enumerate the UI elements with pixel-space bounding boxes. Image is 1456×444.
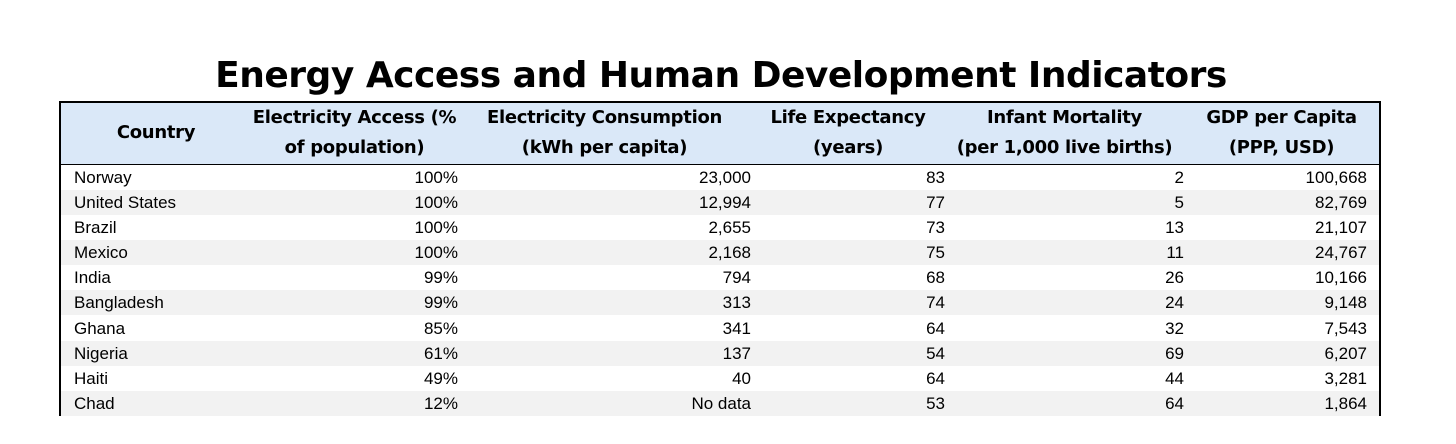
cell-life-expectancy: 75: [926, 242, 945, 262]
cell-life-expectancy: 83: [926, 167, 945, 187]
cell-gdp-per-capita: 6,207: [1324, 343, 1367, 363]
cell-infant-mortality: 24: [1165, 293, 1184, 313]
cell-electricity-access: 100%: [414, 242, 458, 262]
cell-electricity-access: 100%: [414, 167, 458, 187]
cell-electricity-access: 99%: [423, 293, 458, 313]
table-row: Mexico 100% 2,168 75 11 24,767: [61, 239, 1379, 266]
cell-gdp-per-capita: 21,107: [1315, 217, 1367, 237]
cell-electricity-access: 99%: [423, 268, 458, 288]
cell-country: Chad: [74, 394, 115, 414]
header-line: Life Expectancy: [770, 107, 926, 129]
cell-life-expectancy: 54: [926, 343, 945, 363]
cell-electricity-access: 12%: [423, 394, 458, 414]
header-line: Electricity Access (%: [252, 107, 457, 129]
cell-electricity-consumption: 137: [722, 343, 751, 363]
page-title: Energy Access and Human Development Indi…: [215, 55, 1227, 96]
cell-life-expectancy: 64: [926, 368, 945, 388]
cell-country: India: [74, 268, 111, 288]
cell-country: Brazil: [74, 217, 117, 237]
cell-life-expectancy: 77: [926, 192, 945, 212]
table-body: Norway 100% 23,000 83 2 100,668 United States 1…: [61, 164, 1379, 417]
header-electricity-consumption: Electricity Consumption (kWh per capita): [458, 103, 751, 165]
header-line: GDP per Capita: [1206, 107, 1357, 129]
cell-gdp-per-capita: 9,148: [1324, 293, 1367, 313]
cell-electricity-consumption: 341: [722, 318, 751, 338]
table-header: Country Electricity Access (% of populatio…: [61, 103, 1379, 165]
header-infant-mortality: Infant Mortality (per 1,000 live births): [945, 103, 1184, 165]
cell-electricity-access: 100%: [414, 192, 458, 212]
cell-gdp-per-capita: 10,166: [1315, 268, 1367, 288]
table-row: Brazil 100% 2,655 73 13 21,107: [61, 215, 1379, 240]
cell-life-expectancy: 68: [926, 268, 945, 288]
header-life-expectancy: Life Expectancy (years): [751, 103, 945, 165]
cell-country: Ghana: [74, 318, 126, 338]
header-line: Infant Mortality: [987, 107, 1142, 129]
cell-electricity-consumption: 794: [722, 268, 751, 288]
cell-life-expectancy: 53: [926, 394, 945, 414]
header-gdp-per-capita: GDP per Capita (PPP, USD): [1184, 103, 1379, 165]
cell-electricity-access: 85%: [423, 318, 458, 338]
table-row: Nigeria 61% 137 54 69 6,207: [61, 340, 1379, 366]
cell-electricity-consumption: 12,994: [699, 192, 751, 212]
header-line: Electricity Consumption: [486, 107, 723, 129]
cell-electricity-consumption: 2,655: [708, 217, 751, 237]
cell-infant-mortality: 44: [1165, 368, 1184, 388]
cell-electricity-access: 49%: [423, 368, 458, 388]
cell-infant-mortality: 26: [1165, 268, 1184, 288]
cell-country: Haiti: [74, 368, 109, 388]
table-row: United States 100% 12,994 77 5 82,769: [61, 189, 1379, 215]
cell-country: Nigeria: [74, 343, 128, 363]
cell-electricity-access: 61%: [423, 343, 458, 363]
cell-electricity-access: 100%: [414, 217, 458, 237]
cell-life-expectancy: 64: [926, 318, 945, 338]
cell-gdp-per-capita: 24,767: [1315, 242, 1367, 262]
cell-life-expectancy: 73: [926, 217, 945, 237]
header-line: of population): [284, 137, 425, 159]
cell-electricity-consumption: 313: [722, 293, 751, 313]
cell-electricity-consumption: 23,000: [699, 167, 751, 187]
cell-gdp-per-capita: 1,864: [1324, 394, 1367, 414]
table-row: Haiti 49% 40 64 44 3,281: [61, 366, 1379, 391]
cell-infant-mortality: 64: [1165, 394, 1184, 414]
cell-infant-mortality: 32: [1165, 318, 1184, 338]
cell-infant-mortality: 11: [1166, 242, 1184, 262]
table-row: India 99% 794 68 26 10,166: [61, 265, 1379, 290]
cell-country: Bangladesh: [74, 293, 164, 313]
cell-country: Norway: [74, 167, 132, 187]
cell-electricity-consumption: 2,168: [708, 242, 751, 262]
header-country: Country: [61, 103, 251, 165]
table-row: Chad 12% No data 53 64 1,864: [61, 391, 1379, 417]
header-row: Country Electricity Access (% of populatio…: [61, 103, 1379, 165]
header-line: (kWh per capita): [521, 137, 688, 159]
cell-country: United States: [74, 192, 177, 212]
header-line: Country: [116, 122, 196, 144]
table-row: Ghana 85% 341 64 32 7,543: [61, 315, 1379, 340]
data-table: Country Electricity Access (% of populatio…: [61, 103, 1379, 417]
cell-electricity-consumption: 40: [732, 368, 751, 388]
cell-gdp-per-capita: 100,668: [1305, 167, 1367, 187]
cell-gdp-per-capita: 82,769: [1315, 192, 1367, 212]
cell-infant-mortality: 5: [1174, 192, 1184, 212]
cell-life-expectancy: 74: [926, 293, 945, 313]
indicators-table: Country Electricity Access (% of populatio…: [59, 101, 1381, 417]
cell-gdp-per-capita: 3,281: [1324, 368, 1367, 388]
cell-gdp-per-capita: 7,543: [1324, 318, 1367, 338]
header-line: (years): [812, 137, 884, 159]
header-line: (PPP, USD): [1228, 137, 1335, 159]
cell-infant-mortality: 13: [1165, 217, 1184, 237]
header-electricity-access: Electricity Access (% of population): [251, 103, 458, 165]
table-row: Bangladesh 99% 313 74 24 9,148: [61, 290, 1379, 316]
cell-country: Mexico: [74, 242, 128, 262]
table-row: Norway 100% 23,000 83 2 100,668: [61, 164, 1379, 190]
cell-infant-mortality: 69: [1165, 343, 1184, 363]
cell-electricity-consumption: No data: [691, 394, 751, 414]
cell-infant-mortality: 2: [1174, 167, 1184, 187]
header-line: (per 1,000 live births): [956, 137, 1173, 159]
